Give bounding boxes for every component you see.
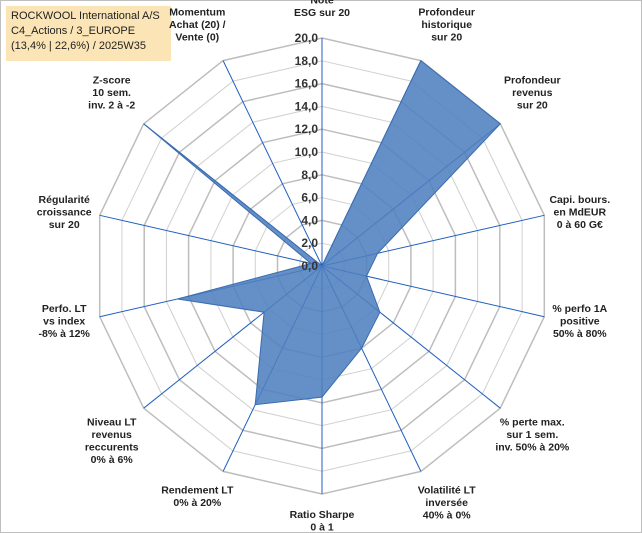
axis-label-line: % perte max. [500,416,565,428]
axis-label-line: en MdEUR [554,206,607,218]
axis-label-line: croissance [37,206,92,218]
axis-label: Profondeur revenus sur 20 [504,75,561,112]
axis-label-line: vs index [43,316,85,328]
axis-label-line: Rendement LT [161,485,234,497]
axis-label-line: 0% à 6% [91,454,134,466]
axis-label-line: 50% à 80% [553,328,607,340]
axis-label-line: 40% à 0% [423,510,472,522]
tick-label: 20,0 [295,31,319,45]
axis-label-line: Ratio Sharpe [290,509,355,521]
axis-label-line: Niveau LT [87,416,137,428]
axis-label-line: Vente (0) [175,31,219,43]
spoke-line [99,214,323,267]
tick-label: 4,0 [301,213,318,227]
axis-label-line: revenus [92,429,132,441]
axis-label: Perfo. LT vs index -8% à 12% [39,303,91,340]
axis-label-line: Profondeur [504,75,561,87]
axis-label-line: Note [310,0,333,7]
axis-label: Niveau LT revenus reccurents 0% à 6% [85,416,139,466]
axis-label-line: inversée [425,497,468,509]
tick-label: 18,0 [295,54,319,68]
title-box: ROCKWOOL International A/S C4_Actions / … [6,6,171,61]
axis-label-line: ESG sur 20 [294,7,350,19]
axis-label: Rendement LT 0% à 20% [161,485,234,510]
axis-label-line: Momentum [169,6,225,18]
tick-label: 14,0 [295,99,319,113]
axis-label-line: revenus [512,87,552,99]
axis-label-line: sur 20 [517,100,548,112]
axis-label: Profondeur historique sur 20 [418,6,475,43]
axis-label-line: historique [421,19,472,31]
axis-label-line: Achat (20) / [169,19,226,31]
axis-label: Capi. bours. en MdEUR 0 à 60 G€ [549,194,610,231]
tick-label: 12,0 [295,122,319,136]
axis-label-line: 10 sem. [92,87,131,99]
period-label: (13,4% | 22,6%) / 2025W35 [11,40,146,52]
axis-label-line: positive [560,316,600,328]
axis-label-line: Volatilité LT [418,485,477,497]
axis-label: Volatilité LT inversée 40% à 0% [418,485,477,522]
tick-label: 6,0 [301,191,318,205]
tick-label: 8,0 [301,168,318,182]
spoke-line [222,60,323,267]
axis-label-line: Régularité [39,194,91,206]
axis-label-line: sur 20 [49,219,80,231]
axis-label: Régularité croissance sur 20 [37,194,92,231]
axis-label: % perfo 1A positive 50% à 80% [552,303,607,340]
axis-label-line: inv. 2 à -2 [88,100,135,112]
category-label: C4_Actions / 3_EUROPE [11,25,136,37]
axis-label-line: sur 1 sem. [506,429,558,441]
axis-label-line: sur 20 [431,31,462,43]
axis-label-line: inv. 50% à 20% [495,441,570,453]
axis-label-line: reccurents [85,441,139,453]
axis-label: Note ESG sur 20 [294,0,350,19]
axis-label: Momentum Achat (20) / Vente (0) [169,6,226,43]
company-name: ROCKWOOL International A/S [11,10,160,22]
axis-label-line: % perfo 1A [552,303,607,315]
axis-label-line: 0% à 20% [173,497,222,509]
axis-label: Z-score 10 sem. inv. 2 à -2 [88,75,135,112]
tick-label: 0,0 [301,259,318,273]
series-area [143,59,502,406]
tick-label: 10,0 [295,145,319,159]
axis-label-line: Capi. bours. [549,194,610,206]
axis-label-line: Z-score [93,75,131,87]
axis-label-line: 0 à 60 G€ [557,219,603,231]
tick-label: 16,0 [295,77,319,91]
axis-label: Ratio Sharpe 0 à 1 [290,509,355,533]
tick-label: 2,0 [301,236,318,250]
axis-label: % perte max. sur 1 sem. inv. 50% à 20% [495,416,570,453]
axis-label-line: Profondeur [418,6,475,18]
axis-label-line: Perfo. LT [42,303,87,315]
axis-label-line: 0 à 1 [310,522,334,533]
axis-label-line: -8% à 12% [39,328,91,340]
